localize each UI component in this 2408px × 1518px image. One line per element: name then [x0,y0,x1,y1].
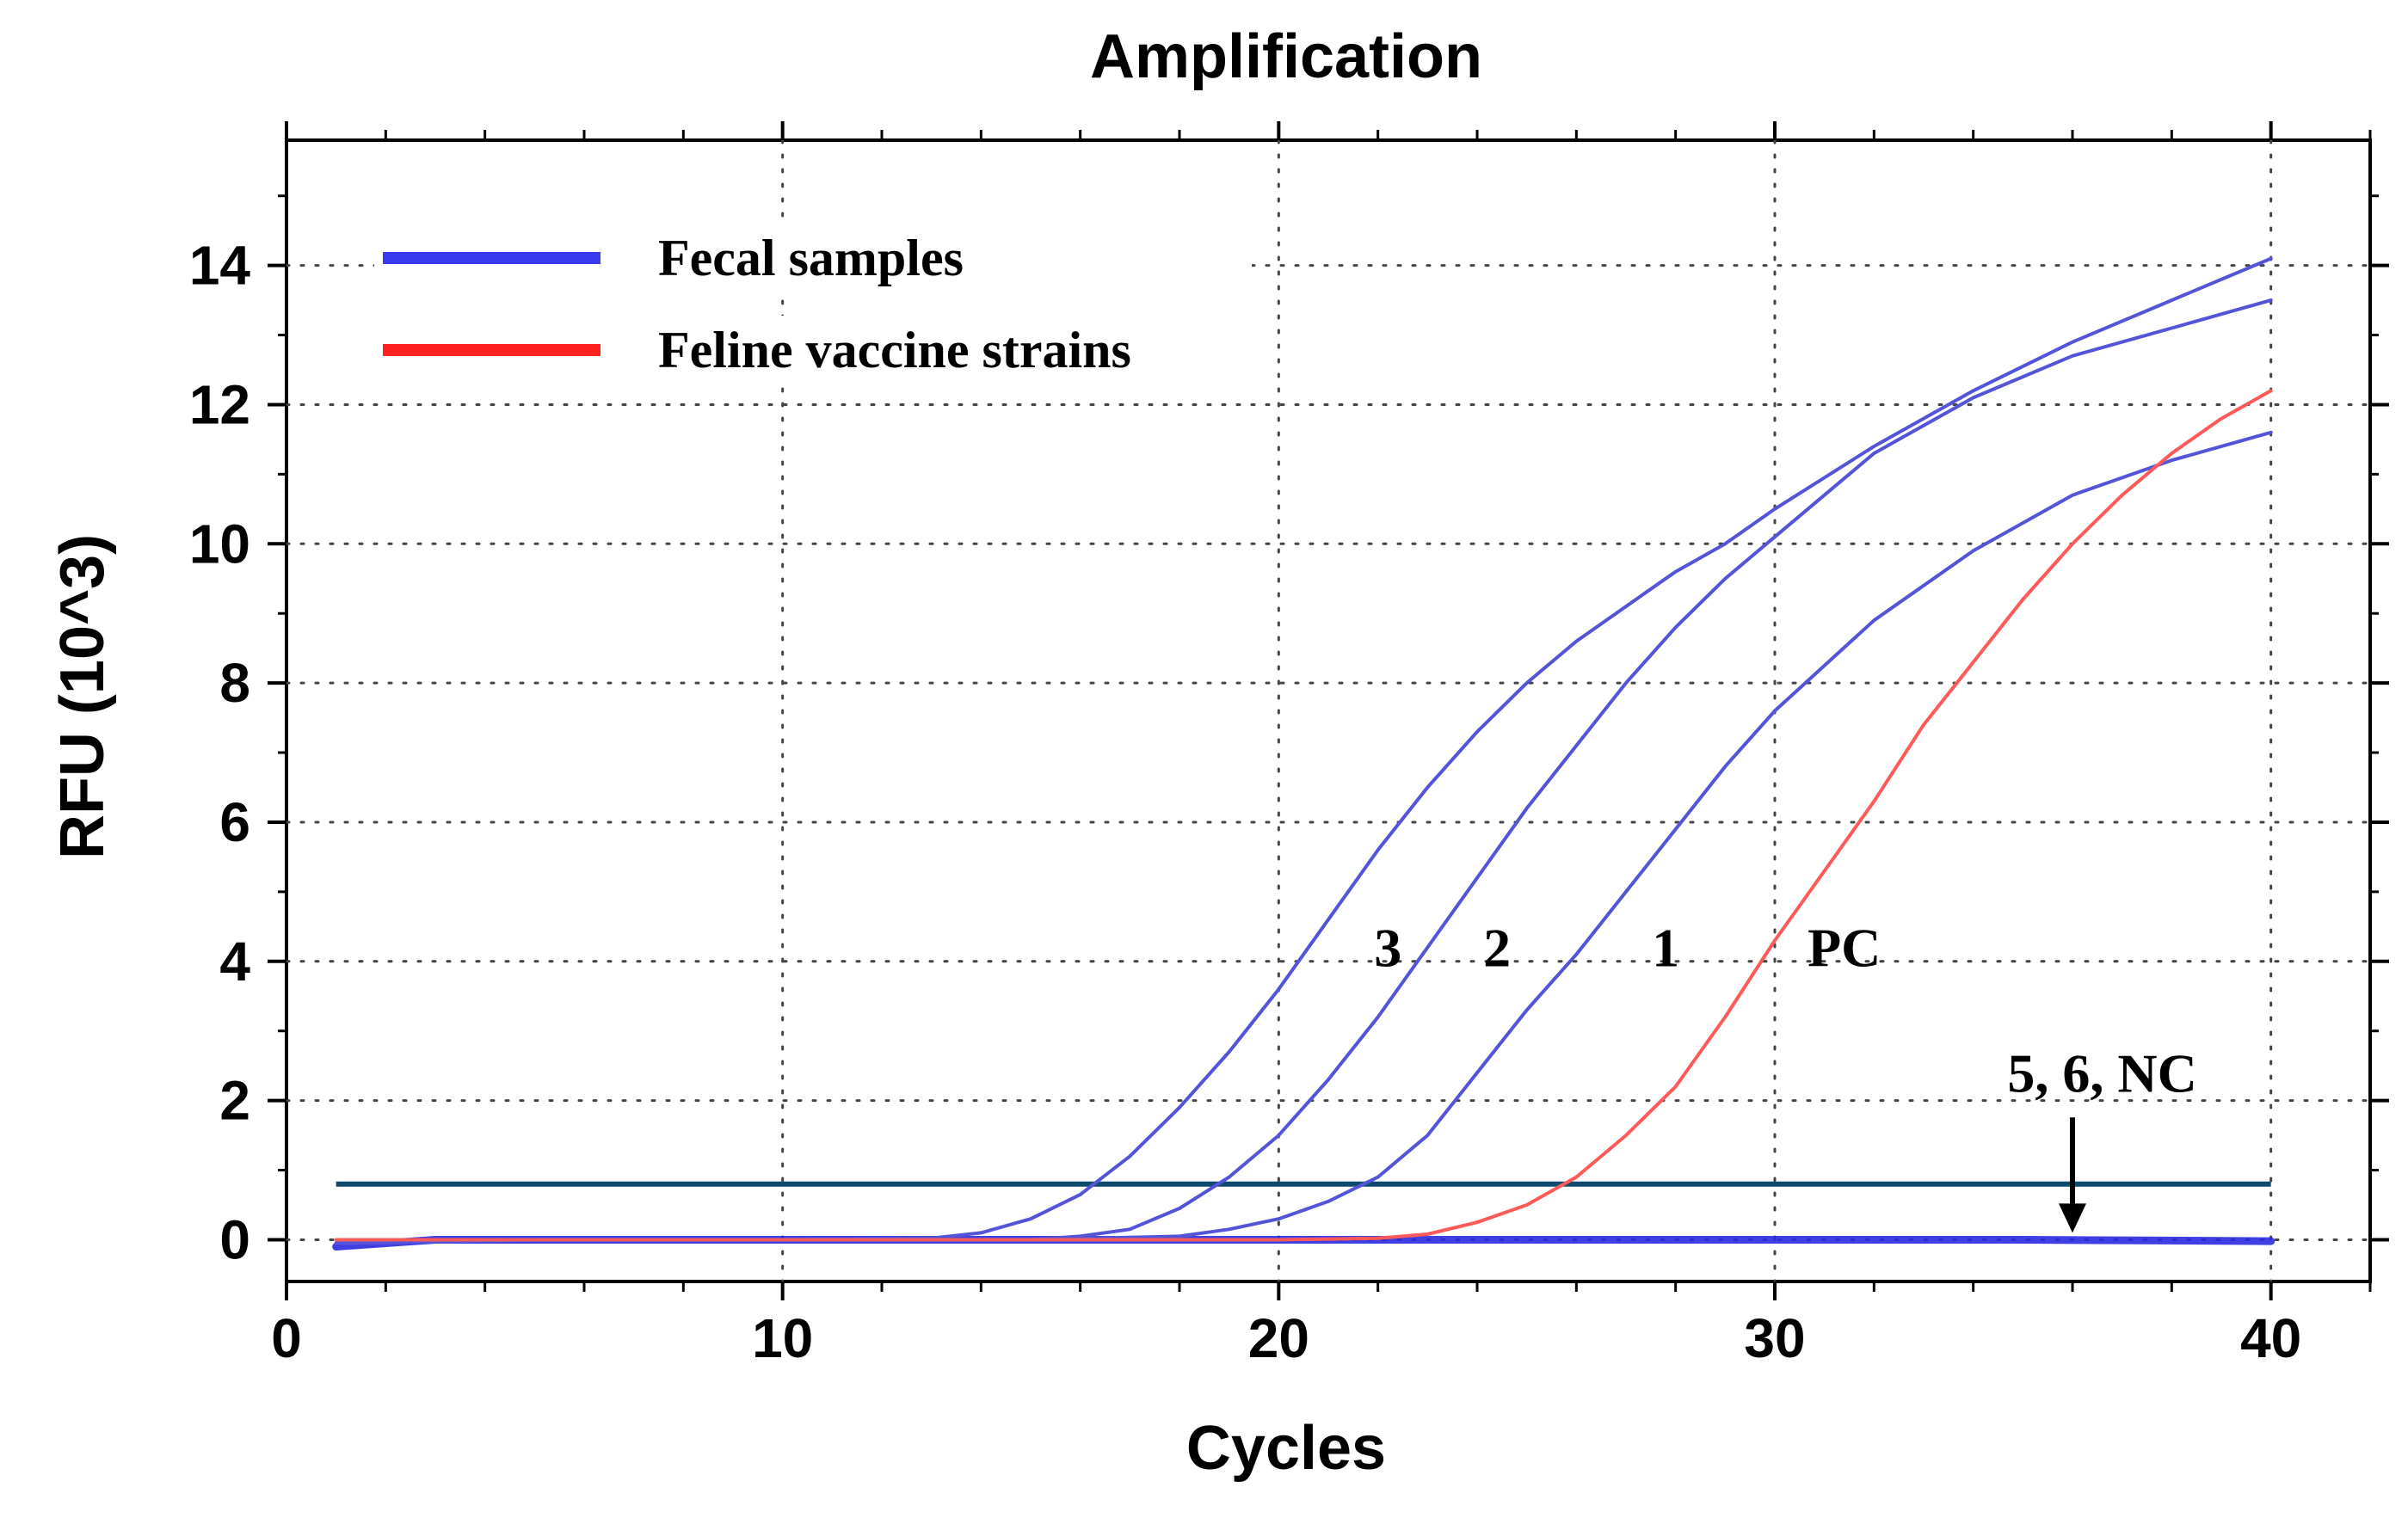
curve-label-2: 2 [1483,918,1511,979]
y-tick-label: 14 [189,235,251,297]
legend-label-feline-vaccine-strains: Feline vaccine strains [658,322,1131,378]
x-tick-label: 10 [752,1307,813,1369]
plot-area [285,138,2372,1283]
legend-label-fecal-samples: Fecal samples [658,230,964,286]
y-tick-label: 8 [219,652,250,714]
y-tick-label: 4 [219,931,250,993]
curve-label-3: 3 [1374,918,1401,979]
y-tick-label: 0 [219,1208,250,1270]
curve-label-5-6-nc: 5, 6, NC [2007,1042,2196,1103]
series-line-1 [334,430,2273,1245]
series-line-2 [334,298,2273,1245]
annotations: 3 2 1 PC 5, 6, NC [1374,918,2197,1233]
series-line-3 [334,256,2273,1245]
x-tick-label: 30 [1744,1307,1805,1369]
plot-border [285,138,2372,1283]
y-tick-label: 12 [189,373,250,435]
x-axis-label: Cycles [1186,1414,1386,1483]
x-tick-label: 20 [1248,1307,1309,1369]
y-axis-label: RFU (10^3) [48,534,117,859]
series [332,256,2276,1251]
y-tick-label: 10 [189,513,250,575]
y-tick-label: 2 [219,1070,250,1132]
x-tick-label: 40 [2240,1307,2301,1369]
legend: Fecal samples Feline vaccine strains [374,224,1252,384]
y-tick-label: 6 [219,791,250,853]
chart-title: Amplification [1090,22,1482,91]
x-tick-label: 0 [271,1307,302,1369]
curve-label-pc: PC [1808,918,1881,979]
arrow-head [2059,1203,2086,1233]
curve-label-1: 1 [1652,918,1679,979]
series-line-pc [334,389,2273,1242]
